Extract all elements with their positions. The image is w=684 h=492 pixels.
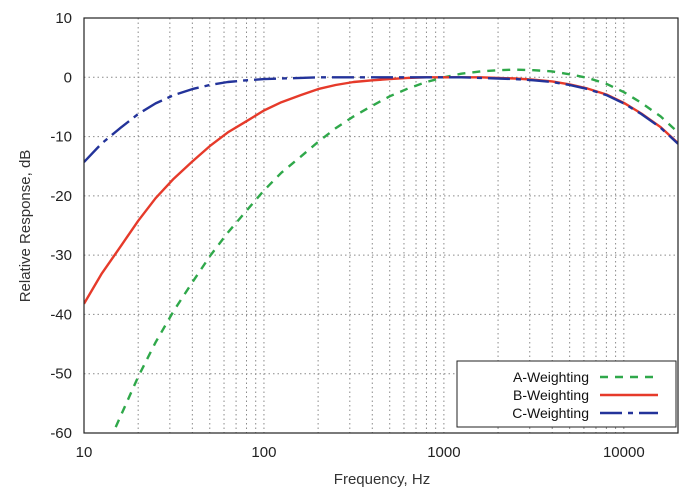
series-line-c (84, 76, 678, 163)
x-tick-label: 10000 (603, 444, 645, 461)
legend-label-c: C-Weighting (512, 405, 589, 421)
y-tick-label: -50 (50, 366, 72, 383)
y-tick-label: 10 (55, 10, 72, 27)
y-tick-label: -20 (50, 188, 72, 205)
x-axis-title: Frequency, Hz (334, 471, 430, 488)
legend-label-b: B-Weighting (513, 387, 589, 403)
x-tick-label: 100 (251, 444, 276, 461)
y-tick-label: -60 (50, 425, 72, 442)
series-lines (84, 68, 678, 428)
plot-frame (83, 17, 679, 434)
y-axis-title: Relative Response, dB (17, 150, 34, 303)
y-tick-label: 0 (64, 69, 72, 86)
x-tick-label: 1000 (427, 444, 460, 461)
legend: A-Weighting B-Weighting C-Weighting (456, 360, 677, 428)
series-line-a (114, 68, 678, 428)
y-tick-label: -30 (50, 247, 72, 264)
legend-label-a: A-Weighting (513, 369, 589, 385)
grid-lines (84, 18, 679, 433)
x-tick-label: 10 (76, 444, 93, 461)
y-tick-label: -40 (50, 306, 72, 323)
y-tick-label: -10 (50, 129, 72, 146)
